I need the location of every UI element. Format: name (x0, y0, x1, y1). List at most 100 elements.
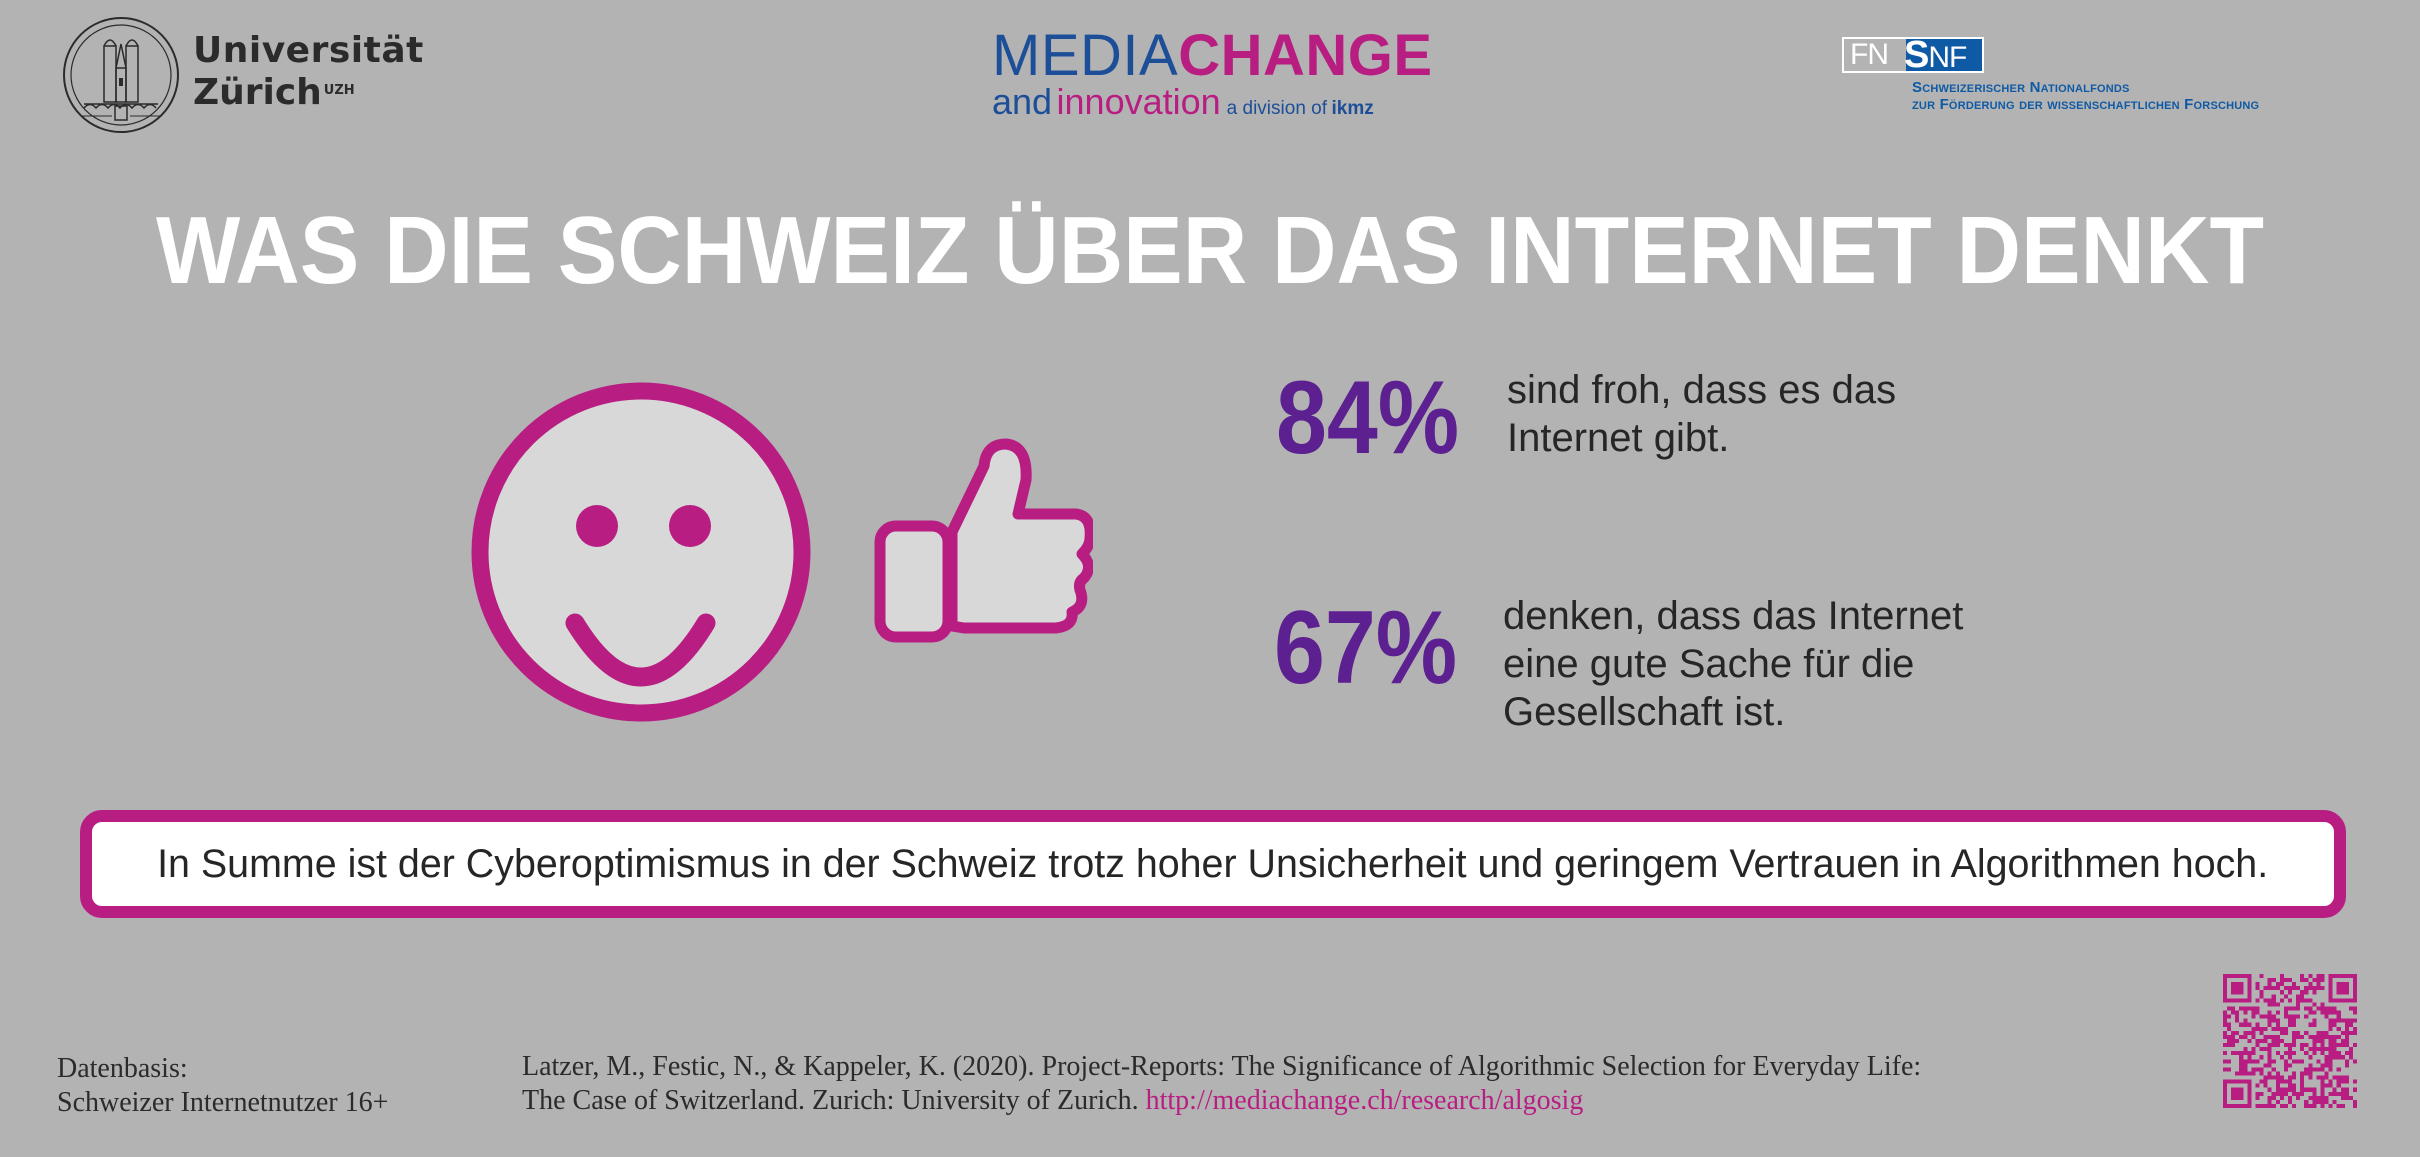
qr-module (2263, 986, 2268, 991)
qr-module (2231, 1034, 2236, 1039)
qr-module (2308, 1087, 2313, 1092)
qr-module (2352, 1026, 2357, 1031)
qr-module (2255, 1038, 2260, 1044)
qr-module (2348, 1095, 2353, 1100)
qr-module (2296, 1014, 2301, 1019)
qr-module (2283, 1091, 2288, 1096)
qr-module (2271, 1018, 2276, 1023)
data-basis-value: Schweizer Internetnutzer 16+ (57, 1087, 389, 1118)
qr-module (2267, 1063, 2272, 1068)
citation-link[interactable]: http://mediachange.ch/research/algosig (1145, 1085, 1584, 1116)
qr-module (2328, 1047, 2333, 1052)
qr-module (2283, 1030, 2288, 1035)
qr-module (2324, 1059, 2329, 1064)
qr-module (2328, 1079, 2333, 1084)
qr-module (2255, 1026, 2260, 1031)
qr-module (2275, 1087, 2280, 1092)
qr-module (2292, 1038, 2297, 1044)
qr-module (2328, 1055, 2333, 1060)
mc-division-text: a division of (1226, 98, 1328, 119)
qr-module (2312, 1051, 2317, 1056)
qr-module (2292, 1018, 2297, 1023)
qr-module (2267, 1103, 2272, 1108)
snf-logo-box: FN SNF (1842, 34, 1984, 76)
qr-module (2324, 1095, 2329, 1100)
qr-module (2316, 1075, 2321, 1080)
qr-module (2259, 1047, 2264, 1052)
qr-module (2227, 1026, 2232, 1031)
qr-module (2316, 986, 2321, 991)
qr-module (2292, 1034, 2297, 1039)
citation-line1: Latzer, M., Festic, N., & Kappeler, K. (… (522, 1051, 1922, 1082)
qr-module (2316, 1034, 2321, 1039)
qr-module (2259, 1014, 2264, 1019)
qr-module (2348, 1051, 2353, 1056)
qr-module (2255, 998, 2260, 1003)
qr-module (2235, 1014, 2240, 1019)
snf-fn: FN (1844, 39, 1906, 71)
qr-module (2255, 1022, 2260, 1027)
qr-module (2255, 1059, 2260, 1064)
qr-module (2227, 1067, 2232, 1072)
qr-module (2239, 1034, 2244, 1039)
qr-module (2312, 1095, 2317, 1100)
qr-module (2296, 1002, 2301, 1007)
qr-module (2279, 978, 2284, 983)
qr-module (2328, 1043, 2333, 1048)
qr-module (2279, 1095, 2284, 1100)
qr-module (2324, 1010, 2329, 1015)
qr-module (2243, 1010, 2248, 1015)
qr-module (2292, 1059, 2297, 1064)
qr-module (2231, 1043, 2236, 1048)
qr-module (2279, 974, 2284, 979)
summary-box: In Summe ist der Cyberoptimismus in der … (80, 810, 2346, 918)
qr-module (2247, 1059, 2252, 1064)
snf-s: S (1904, 34, 1929, 76)
qr-module (2275, 1071, 2280, 1076)
qr-module (2320, 1099, 2325, 1104)
qr-module (2227, 1038, 2232, 1044)
qr-module (2287, 1006, 2293, 1011)
qr-module (2263, 1083, 2268, 1088)
qr-module (2275, 1022, 2280, 1027)
qr-module (2320, 1010, 2325, 1015)
uzh-line2: Zürich (193, 72, 322, 113)
qr-module (2320, 1051, 2325, 1056)
qr-module (2304, 1030, 2309, 1035)
qr-module (2336, 1018, 2341, 1023)
uzh-line1: Universität (193, 30, 424, 71)
qr-module (2279, 1087, 2284, 1092)
qr-module (2320, 1087, 2325, 1092)
qr-module (2320, 1047, 2325, 1052)
qr-module (2320, 1030, 2325, 1035)
qr-module (2287, 1087, 2293, 1092)
qr-module (2279, 1103, 2284, 1108)
qr-module (2328, 1010, 2333, 1015)
qr-module (2275, 1034, 2280, 1039)
qr-module (2316, 1099, 2321, 1104)
qr-module (2336, 1075, 2341, 1080)
qr-module (2239, 1022, 2244, 1027)
qr-module (2255, 1006, 2260, 1011)
qr-module (2308, 1034, 2313, 1039)
qr-module (2296, 1034, 2301, 1039)
qr-module (2308, 1075, 2313, 1080)
qr-module (2267, 1051, 2272, 1056)
qr-module (2304, 1014, 2309, 1019)
qr-module (2304, 1099, 2309, 1104)
qr-module (2283, 1087, 2288, 1092)
qr-module (2223, 1030, 2228, 1035)
qr-module (2352, 1043, 2357, 1048)
qr-module (2271, 1038, 2276, 1044)
qr-module (2263, 1063, 2268, 1068)
qr-module (2259, 1103, 2264, 1108)
qr-code[interactable] (2223, 974, 2357, 1108)
qr-module (2312, 990, 2317, 995)
qr-module (2255, 1067, 2260, 1072)
qr-module (2251, 1071, 2256, 1076)
qr-module (2235, 1038, 2240, 1044)
mc-ikmz: ikmz (1331, 98, 1374, 119)
qr-module (2267, 1047, 2272, 1052)
qr-module (2251, 1034, 2256, 1039)
qr-module (2332, 1034, 2337, 1039)
